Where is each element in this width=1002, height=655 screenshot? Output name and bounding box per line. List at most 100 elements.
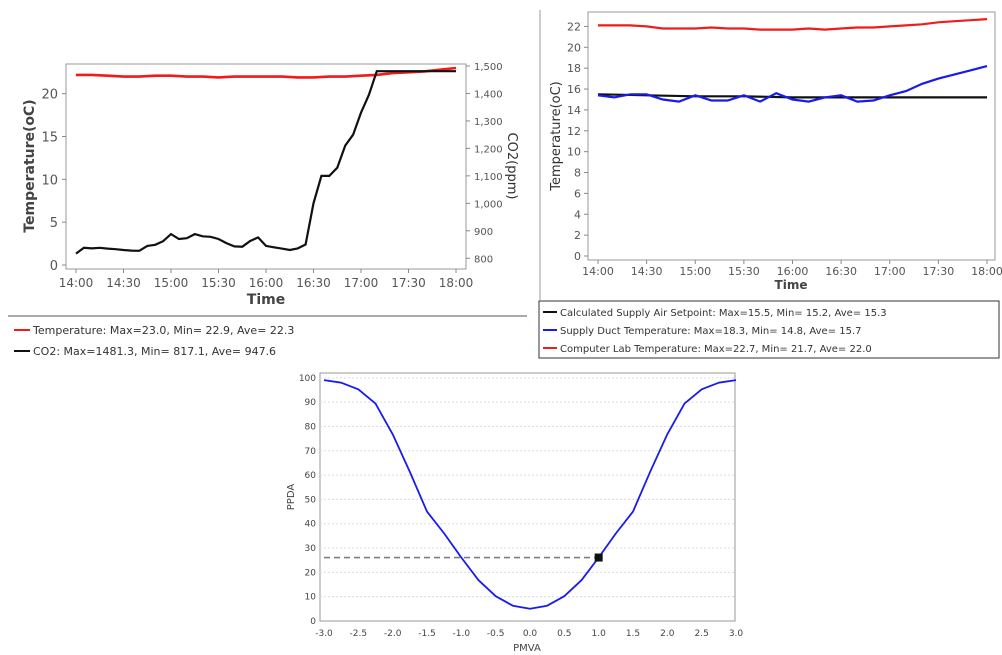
supply-legend: Calculated Supply Air Setpoint: Max=15.5… bbox=[543, 308, 887, 355]
co2-y-axis-label: Temperature(oC) bbox=[22, 99, 38, 232]
co2-right-tick-label: 1,400 bbox=[474, 89, 503, 100]
ppd-y-axis-label: PPDA bbox=[286, 484, 297, 511]
supply-x-axis-ticks: 14:00 14:30 15:00 15:30 16:00 16:30 17:00 17:30… bbox=[582, 260, 1002, 278]
supply-y-tick-label: 14 bbox=[567, 104, 581, 117]
supply-x-tick-label: 15:00 bbox=[679, 265, 711, 278]
ppd-x-tick-label: 0.5 bbox=[557, 629, 571, 639]
co2-x-tick-label: 17:30 bbox=[391, 276, 426, 290]
supply-x-tick-label: 16:30 bbox=[825, 265, 857, 278]
supply-x-tick-label: 16:00 bbox=[777, 265, 809, 278]
supply-legend-entry: Supply Duct Temperature: Max=18.3, Min= … bbox=[560, 326, 862, 337]
ppd-y-tick-label: 100 bbox=[299, 374, 316, 384]
co2-x-tick-label: 14:30 bbox=[106, 276, 141, 290]
ppd-x-tick-label: 1.5 bbox=[626, 629, 640, 639]
co2-left-tick-label: 15 bbox=[41, 131, 58, 146]
ppd-y-tick-label: 40 bbox=[305, 520, 317, 530]
co2-plot-area bbox=[65, 63, 467, 270]
supply-x-tick-label: 17:00 bbox=[874, 265, 906, 278]
supply-y-tick-label: 20 bbox=[567, 41, 581, 54]
supply-legend-entry: Calculated Supply Air Setpoint: Max=15.5… bbox=[560, 308, 887, 319]
ppd-x-tick-label: -1.0 bbox=[453, 629, 471, 639]
co2-series-line-co2 bbox=[75, 70, 456, 255]
ppd-x-tick-label: 2.0 bbox=[660, 629, 675, 639]
ppd-y-tick-label: 30 bbox=[305, 544, 317, 554]
ppd-y-axis-ticks: 0 10 20 30 40 50 60 70 80 90 100 bbox=[299, 374, 316, 627]
co2-legend: Temperature: Max=23.0, Min= 22.9, Ave= 2… bbox=[14, 324, 294, 358]
supply-x-tick-label: 15:30 bbox=[728, 265, 760, 278]
supply-y-tick-label: 4 bbox=[574, 208, 581, 221]
supply-y-axis-ticks: 0 2 4 6 8 10 12 14 16 18 20 22 bbox=[567, 20, 588, 263]
supply-x-tick-label: 14:00 bbox=[582, 265, 614, 278]
co2-series-group bbox=[75, 66, 457, 255]
ppd-x-tick-label: 2.5 bbox=[695, 629, 709, 639]
supply-series-group bbox=[597, 18, 988, 103]
co2-right-tick-label: 1,200 bbox=[474, 144, 503, 155]
co2-series-line-temperature bbox=[76, 66, 457, 79]
ppd-y-tick-label: 10 bbox=[305, 593, 317, 603]
ppd-marker-point bbox=[594, 553, 603, 562]
supply-y-tick-label: 6 bbox=[574, 187, 581, 200]
co2-right-tick-label: 1,500 bbox=[474, 62, 503, 73]
ppd-y-tick-label: 50 bbox=[305, 495, 317, 505]
co2-legend-entry: Temperature: Max=23.0, Min= 22.9, Ave= 2… bbox=[32, 324, 294, 337]
supply-legend-entry: Computer Lab Temperature: Max=22.7, Min=… bbox=[560, 344, 872, 355]
chart-co2: 0 5 10 15 20 800 900 1,000 1,100 1,200 1,300 1,400… bbox=[8, 62, 527, 358]
supply-y-tick-label: 16 bbox=[567, 83, 581, 96]
supply-y-tick-label: 0 bbox=[574, 250, 581, 263]
ppd-x-axis-label: PMVA bbox=[513, 643, 541, 654]
supply-series-line bbox=[597, 65, 988, 103]
co2-x-axis-ticks: 14:00 14:30 15:00 15:30 16:00 16:30 17:00 17:30… bbox=[59, 269, 474, 290]
supply-legend-box bbox=[538, 300, 1000, 359]
co2-right-tick-label: 800 bbox=[474, 254, 493, 265]
ppd-x-axis-ticks: -3.0 -2.5 -2.0 -1.5 -1.0 -0.5 0.0 0.5 1.0 1.5 2.0 2… bbox=[315, 629, 743, 639]
ppd-x-tick-label: -3.0 bbox=[315, 629, 333, 639]
ppd-y-tick-label: 70 bbox=[305, 447, 317, 457]
ppd-series-group bbox=[323, 379, 737, 610]
co2-left-tick-label: 10 bbox=[41, 173, 58, 188]
co2-legend-entry: CO2: Max=1481.3, Min= 817.1, Ave= 947.6 bbox=[33, 345, 276, 358]
ppd-y-tick-label: 80 bbox=[305, 422, 317, 432]
co2-left-tick-label: 0 bbox=[50, 259, 58, 274]
supply-y-tick-label: 2 bbox=[574, 229, 581, 242]
ppd-x-tick-label: 0.0 bbox=[523, 629, 538, 639]
ppd-plot-area bbox=[319, 372, 736, 622]
supply-x-tick-label: 14:30 bbox=[631, 265, 663, 278]
ppd-curve bbox=[323, 379, 737, 610]
supply-x-tick-label: 18:00 bbox=[971, 265, 1002, 278]
co2-x-tick-label: 16:30 bbox=[296, 276, 331, 290]
co2-left-tick-label: 5 bbox=[50, 216, 58, 231]
co2-right-axis-ticks: 800 900 1,000 1,100 1,200 1,300 1,400 1,500 bbox=[466, 62, 503, 265]
supply-y-tick-label: 10 bbox=[567, 146, 581, 159]
co2-x-tick-label: 15:30 bbox=[201, 276, 236, 290]
ppd-x-tick-label: 3.0 bbox=[729, 629, 744, 639]
ppd-y-tick-label: 0 bbox=[310, 617, 316, 627]
supply-x-axis-label: Time bbox=[775, 278, 808, 292]
supply-series-line bbox=[597, 93, 987, 99]
ppd-y-tick-label: 90 bbox=[305, 398, 317, 408]
supply-series-line bbox=[598, 18, 988, 31]
co2-right-tick-label: 1,300 bbox=[474, 117, 503, 128]
ppd-x-tick-label: -0.5 bbox=[487, 629, 505, 639]
co2-left-tick-label: 20 bbox=[41, 88, 58, 103]
supply-x-tick-label: 17:30 bbox=[923, 265, 955, 278]
ppd-x-tick-label: -2.5 bbox=[350, 629, 368, 639]
co2-x-axis-label: Time bbox=[247, 292, 285, 308]
supply-plot-area bbox=[587, 11, 996, 261]
co2-x-tick-label: 18:00 bbox=[439, 276, 474, 290]
co2-y2-axis-label: CO2(ppm) bbox=[504, 133, 519, 200]
co2-left-axis-ticks: 0 5 10 15 20 bbox=[41, 88, 66, 274]
co2-right-tick-label: 900 bbox=[474, 227, 493, 238]
co2-x-tick-label: 16:00 bbox=[249, 276, 284, 290]
ppd-x-tick-label: -1.5 bbox=[418, 629, 436, 639]
co2-right-tick-label: 1,000 bbox=[474, 199, 503, 210]
supply-y-axis-label: Temperature(oC) bbox=[549, 81, 564, 192]
supply-y-tick-label: 18 bbox=[567, 62, 581, 75]
supply-y-tick-label: 12 bbox=[567, 125, 581, 138]
chart-supply: 0 2 4 6 8 10 12 14 16 18 20 22 14:00 14:30 15:00 15:30… bbox=[538, 10, 1002, 359]
co2-x-tick-label: 17:00 bbox=[344, 276, 379, 290]
ppd-x-tick-label: 1.0 bbox=[592, 629, 607, 639]
supply-y-tick-label: 22 bbox=[567, 20, 581, 33]
ppd-y-tick-label: 60 bbox=[305, 471, 317, 481]
ppd-x-tick-label: -2.0 bbox=[384, 629, 402, 639]
